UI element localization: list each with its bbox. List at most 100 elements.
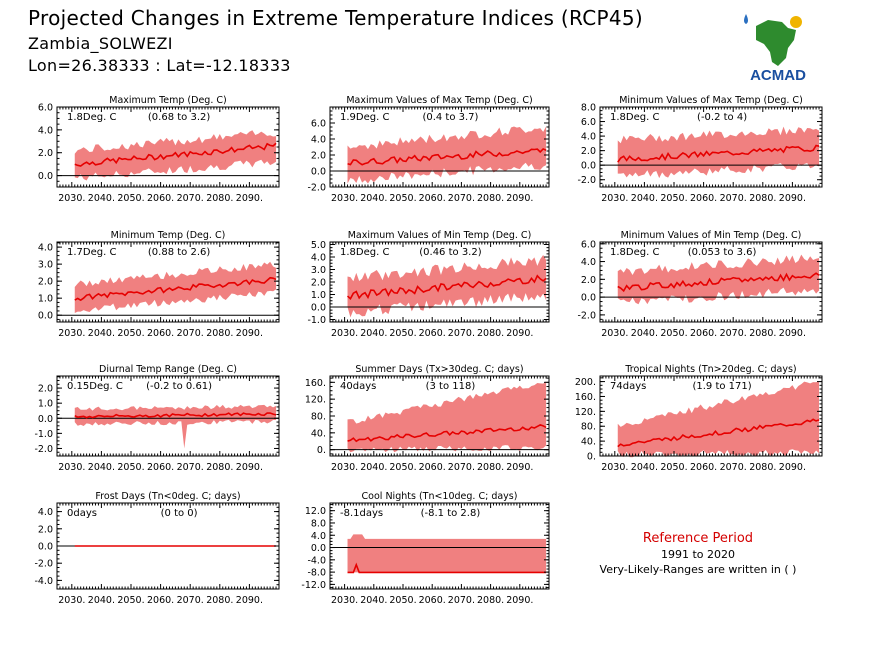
acmad-logo: ACMAD <box>744 14 806 84</box>
chart-title: Minimum Values of Min Temp (Deg. C) <box>621 230 802 241</box>
y-tick-label: 200. <box>575 377 596 388</box>
x-tick-label: 2050. <box>117 595 144 606</box>
x-tick-label: 2060. <box>419 462 446 473</box>
x-tick-label: 2060. <box>419 328 446 339</box>
median-line <box>346 274 547 300</box>
y-tick-label: -2.0 <box>34 559 53 570</box>
x-tick-label: 2080. <box>206 595 233 606</box>
x-tick-label: 2040. <box>631 328 658 339</box>
x-tick-label: 2080. <box>477 462 504 473</box>
uncertainty-band <box>74 404 277 449</box>
stat-range: (0.46 to 3.2) <box>419 247 481 258</box>
x-tick-label: 2090. <box>236 595 263 606</box>
y-tick-label: 0.0 <box>311 543 326 554</box>
y-tick-label: -8.0 <box>307 568 326 579</box>
x-tick-label: 2070. <box>448 595 475 606</box>
chart-8: Summer Days (Tx>30deg. C; days) 160. 120. 8… <box>305 364 550 473</box>
x-tick-label: 2040. <box>360 193 387 204</box>
x-tick-label: 2050. <box>660 328 687 339</box>
x-tick-label: 2090. <box>506 328 533 339</box>
x-tick-label: 2090. <box>506 462 533 473</box>
x-tick-label: 2050. <box>117 328 144 339</box>
stat-range: (-0.2 to 0.61) <box>146 381 212 392</box>
x-tick-label: 2040. <box>631 193 658 204</box>
y-tick-label: 3.0 <box>38 260 53 271</box>
stat-range: (0.053 to 3.6) <box>688 247 757 258</box>
y-tick-label: 160. <box>305 378 326 389</box>
x-tick-label: 2030. <box>331 193 358 204</box>
x-tick-label: 2090. <box>779 462 806 473</box>
chart-4: Minimum Temp (Deg. C) 4.0 3.0 2.0 1.0 0.0 2030… <box>38 230 280 339</box>
y-tick-label: -12.0 <box>301 580 326 591</box>
median-line <box>347 424 547 443</box>
x-tick-label: 2040. <box>88 595 115 606</box>
median-line <box>347 562 547 574</box>
chart-title: Diurnal Temp Range (Deg. C) <box>99 364 237 375</box>
x-tick-label: 2070. <box>448 193 475 204</box>
page-title: Projected Changes in Extreme Temperature… <box>28 6 644 30</box>
x-tick-label: 2080. <box>749 193 776 204</box>
stat-value: 1.8Deg. C <box>340 247 389 258</box>
x-tick-label: 2070. <box>448 328 475 339</box>
africa-map-logo <box>756 20 796 66</box>
reference-years: 1991 to 2020 <box>660 548 736 561</box>
y-tick-label: -2.0 <box>577 175 596 186</box>
y-tick-label: 1.0 <box>38 399 53 410</box>
y-tick-label: 0.0 <box>38 542 53 553</box>
x-tick-label: 2090. <box>506 595 533 606</box>
median-line <box>74 276 277 302</box>
y-tick-label: 120. <box>575 407 596 418</box>
x-tick-label: 2040. <box>88 462 115 473</box>
y-tick-label: 6.0 <box>581 117 596 128</box>
y-tick-label: 0.0 <box>38 311 53 322</box>
stat-value: 1.8Deg. C <box>610 247 659 258</box>
median-line <box>347 147 547 166</box>
chart-7: Diurnal Temp Range (Deg. C) 2.0 1.0 0.0 -1.0… <box>34 364 280 473</box>
reference-title: Reference Period <box>642 531 754 546</box>
y-tick-label: 4.0 <box>581 132 596 143</box>
uncertainty-band <box>347 254 547 318</box>
x-tick-label: 2090. <box>236 462 263 473</box>
x-tick-label: 2040. <box>360 328 387 339</box>
coordinates-label: Lon=26.38333 : Lat=-12.18333 <box>28 56 291 75</box>
x-tick-label: 2060. <box>147 462 174 473</box>
chart-title: Cool Nights (Tn<10deg. C; days) <box>362 491 518 502</box>
x-tick-label: 2030. <box>58 462 85 473</box>
x-tick-label: 2050. <box>660 462 687 473</box>
x-tick-label: 2030. <box>601 193 628 204</box>
y-tick-label: 8.0 <box>311 518 326 529</box>
y-tick-label: 4.0 <box>38 243 53 254</box>
stat-value: 1.8Deg. C <box>67 112 116 123</box>
y-tick-label: -2.0 <box>577 310 596 321</box>
y-tick-label: -4.0 <box>34 576 53 587</box>
chart-6: Minimum Values of Min Temp (Deg. C) 6.0 4.… <box>577 230 823 339</box>
x-tick-label: 2060. <box>690 328 717 339</box>
x-tick-label: 2080. <box>206 328 233 339</box>
y-tick-label: 5.0 <box>311 240 326 251</box>
x-tick-label: 2090. <box>779 328 806 339</box>
y-tick-label: 80. <box>581 422 596 433</box>
x-tick-label: 2080. <box>749 462 776 473</box>
chart-5: Maximum Values of Min Temp (Deg. C) 5.0 4.… <box>307 230 550 339</box>
stat-value: 0days <box>67 508 97 519</box>
stat-range: (0.68 to 3.2) <box>148 112 210 123</box>
x-tick-label: 2090. <box>779 193 806 204</box>
y-tick-label: 0. <box>587 452 596 463</box>
y-tick-label: 40. <box>581 437 596 448</box>
x-tick-label: 2090. <box>506 193 533 204</box>
stat-range: (1.9 to 171) <box>692 381 751 392</box>
chart-frame <box>599 241 823 323</box>
chart-title: Maximum Values of Max Temp (Deg. C) <box>346 95 532 106</box>
y-tick-label: 2.0 <box>581 146 596 157</box>
x-tick-label: 2080. <box>477 328 504 339</box>
y-tick-label: 0.0 <box>311 303 326 314</box>
x-tick-label: 2060. <box>419 193 446 204</box>
y-tick-label: 12.0 <box>305 506 326 517</box>
y-tick-label: 1.0 <box>311 290 326 301</box>
x-tick-label: 2090. <box>236 328 263 339</box>
median-line <box>74 412 277 419</box>
uncertainty-band <box>347 534 547 573</box>
x-tick-label: 2050. <box>117 193 144 204</box>
x-tick-label: 2070. <box>177 193 204 204</box>
